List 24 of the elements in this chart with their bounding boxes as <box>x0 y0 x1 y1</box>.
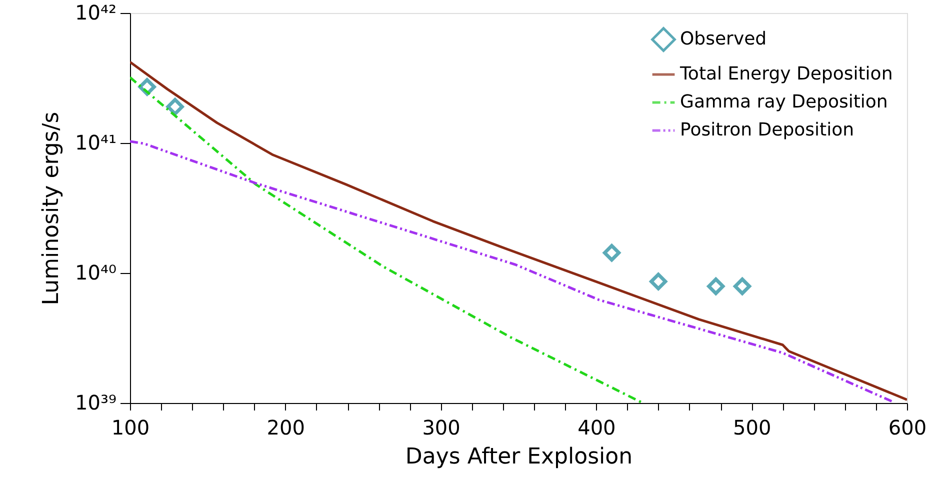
x-tick-label: 300 <box>422 416 460 440</box>
point <box>733 277 752 296</box>
point <box>707 277 725 296</box>
y-axis-title: Luminosity ergs/s <box>39 112 64 306</box>
x-tick-label: 200 <box>266 416 305 440</box>
x-tick-label: 100 <box>111 416 150 440</box>
point <box>650 272 668 290</box>
x-tick-label: 500 <box>733 416 772 440</box>
y-tick-label: 10⁴² <box>75 0 116 24</box>
line-series <box>130 76 644 403</box>
line-series <box>130 60 907 401</box>
x-tick-label: 400 <box>578 416 616 440</box>
legend-label: Observed <box>680 28 767 50</box>
point <box>602 244 621 262</box>
y-tick-label: 10³⁹ <box>75 390 116 414</box>
legend-label: Gamma ray Deposition <box>680 92 888 112</box>
legend-label: Positron Deposition <box>680 120 854 140</box>
line-series <box>130 140 894 403</box>
y-tick-label: 10⁴⁰ <box>75 260 116 284</box>
legend-label: Total Energy Deposition <box>679 64 893 84</box>
x-tick-label: 600 <box>888 416 927 440</box>
x-axis-title: Days After Explosion <box>405 444 633 470</box>
point <box>166 98 184 116</box>
y-tick-label: 10⁴¹ <box>75 130 116 154</box>
